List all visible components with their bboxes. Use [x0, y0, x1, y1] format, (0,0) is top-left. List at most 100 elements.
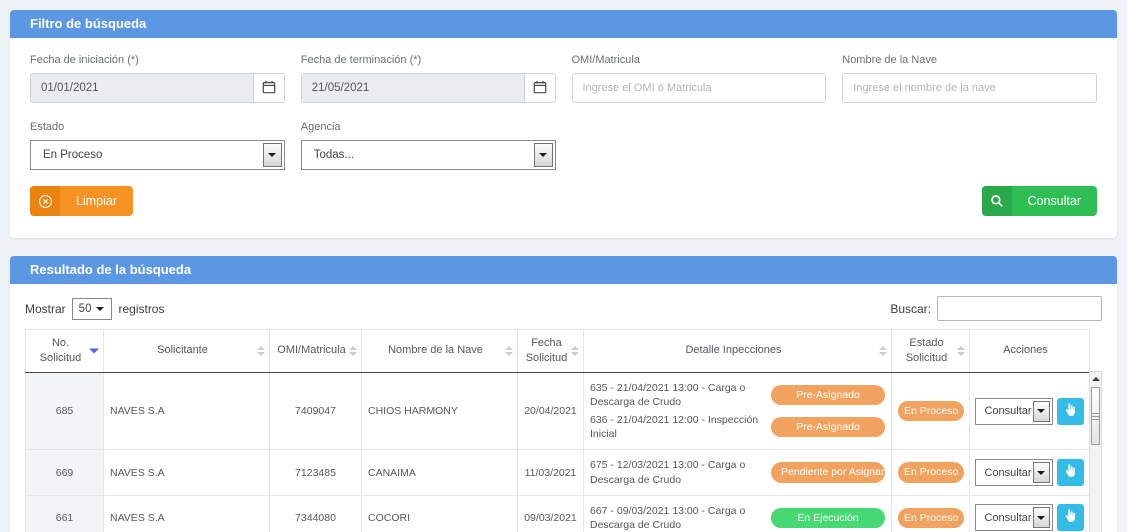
results-title: Resultado de la búsqueda — [30, 262, 192, 277]
cell-acciones: Consultar — [969, 494, 1090, 532]
cell-no-solicitud: 685 — [25, 371, 104, 451]
accion-select[interactable]: Consultar — [975, 504, 1053, 532]
sort-icon — [879, 345, 887, 356]
inspection-status-badge: Pre-Asignado — [771, 416, 885, 438]
fecha-terminacion-calendar-button[interactable] — [524, 73, 556, 103]
search-icon — [981, 186, 1012, 216]
table-search-input[interactable] — [937, 296, 1102, 321]
results-panel-header: Resultado de la búsqueda — [10, 256, 1117, 284]
estado-select[interactable]: En Proceso — [30, 140, 285, 170]
agencia-select-value: Todas... — [313, 149, 355, 161]
accion-select[interactable]: Consultar — [975, 459, 1053, 487]
col-header-solicitante[interactable]: Solicitante — [103, 329, 270, 373]
execute-action-button[interactable] — [1056, 397, 1084, 425]
cell-solicitante: NAVES S.A — [103, 371, 270, 451]
consultar-button-label: Consultar — [1027, 194, 1082, 208]
fecha-terminacion-input[interactable] — [300, 73, 525, 103]
sort-icon — [957, 345, 965, 356]
estado-select-value: En Proceso — [43, 149, 103, 161]
cell-nave: COCORI — [361, 494, 518, 532]
cell-estado: En Proceso — [891, 449, 970, 496]
status-badge: En Proceso — [898, 507, 965, 529]
sort-desc-active-icon — [89, 348, 99, 354]
field-omi-matricula: OMI/Matricula — [571, 54, 827, 103]
table-header-row: No. Solicitud Solicitante OMI/Matricula — [25, 329, 1090, 373]
calendar-icon — [262, 80, 276, 97]
page-length-value: 50 — [78, 302, 92, 315]
consultar-button[interactable]: Consultar — [981, 186, 1097, 216]
results-table-viewport: No. Solicitud Solicitante OMI/Matricula — [25, 329, 1102, 532]
cell-detalle: 667 - 09/03/2021 13:00 - Carga o Descarg… — [583, 494, 892, 532]
cell-acciones: Consultar — [969, 371, 1090, 451]
limpiar-button-label: Limpiar — [76, 194, 117, 208]
cell-acciones: Consultar — [969, 449, 1090, 496]
col-header-estado-solicitud[interactable]: Estado Solicitud — [891, 329, 970, 373]
omi-matricula-input[interactable] — [571, 73, 827, 103]
field-nombre-nave: Nombre de la Nave — [842, 54, 1097, 103]
field-estado: Estado En Proceso — [30, 121, 285, 170]
execute-action-button[interactable] — [1056, 459, 1084, 487]
chevron-down-icon — [90, 301, 109, 317]
limpiar-button[interactable]: Limpiar — [30, 186, 133, 216]
col-header-no-solicitud[interactable]: No. Solicitud — [25, 329, 104, 373]
cell-nave: CHIOS HARMONY — [361, 371, 518, 451]
table-row: 661 NAVES S.A 7344080 COCORI 09/03/2021 … — [25, 494, 1090, 532]
table-controls: Mostrar 50 registros Buscar: — [25, 296, 1102, 321]
filter-title: Filtro de búsqueda — [30, 16, 147, 31]
sort-icon — [349, 345, 357, 356]
cell-estado: En Proceso — [891, 494, 970, 532]
cell-nave: CANAIMA — [361, 449, 518, 496]
table-search-control: Buscar: — [890, 296, 1102, 321]
chevron-down-icon — [1032, 507, 1050, 529]
cell-estado: En Proceso — [891, 371, 970, 451]
execute-action-button[interactable] — [1056, 504, 1084, 532]
table-scrollbar[interactable] — [1089, 371, 1102, 532]
agencia-select[interactable]: Todas... — [300, 140, 556, 170]
cell-fecha: 11/03/2021 — [517, 449, 584, 496]
fecha-iniciacion-input[interactable] — [30, 73, 254, 103]
chevron-down-icon — [262, 143, 282, 167]
cell-detalle: 675 - 12/03/2021 13:00 - Carga o Descarg… — [583, 449, 892, 496]
sort-icon — [257, 345, 265, 356]
col-header-omi-matricula[interactable]: OMI/Matricula — [269, 329, 362, 373]
page-length-select[interactable]: 50 — [71, 297, 113, 320]
cell-omi: 7344080 — [269, 494, 362, 532]
inspection-item: 675 - 12/03/2021 13:00 - Carga o Descarg… — [590, 459, 885, 486]
inspection-item: 635 - 21/04/2021 13:00 - Carga o Descarg… — [590, 379, 885, 411]
filter-row-1: Fecha de iniciación (*) — [30, 54, 1097, 103]
filter-actions: Limpiar Consultar — [30, 186, 1097, 216]
inspection-item: 636 - 21/04/2021 12:00 - Inspección Inic… — [590, 411, 885, 443]
cell-solicitante: NAVES S.A — [103, 494, 270, 532]
col-header-nombre-nave[interactable]: Nombre de la Nave — [361, 329, 518, 373]
hand-pointer-icon — [1062, 463, 1078, 482]
search-label: Buscar: — [890, 301, 931, 316]
nombre-nave-input[interactable] — [842, 73, 1097, 103]
scrollbar-thumb[interactable] — [1091, 387, 1100, 445]
cell-no-solicitud: 661 — [25, 494, 104, 532]
calendar-icon — [533, 80, 547, 97]
scrollbar-up-arrow[interactable] — [1090, 372, 1101, 386]
cell-fecha: 20/04/2021 — [517, 371, 584, 451]
page-length-control: Mostrar 50 registros — [25, 297, 164, 320]
chevron-down-icon — [1032, 400, 1050, 422]
field-agencia: Agencia Todas... — [300, 121, 556, 170]
col-header-detalle-inspecciones[interactable]: Detalle Inpecciones — [583, 329, 892, 373]
sort-icon — [571, 345, 579, 356]
fecha-iniciacion-calendar-button[interactable] — [253, 73, 285, 103]
cell-solicitante: NAVES S.A — [103, 449, 270, 496]
hand-pointer-icon — [1062, 402, 1078, 421]
estado-label: Estado — [30, 121, 65, 133]
cell-omi: 7123485 — [269, 449, 362, 496]
agencia-label: Agencia — [300, 121, 341, 133]
hand-pointer-icon — [1062, 508, 1078, 527]
col-header-fecha-solicitud[interactable]: Fecha Solicitud — [517, 329, 584, 373]
fecha-terminacion-label: Fecha de terminación (*) — [300, 54, 422, 66]
accion-select[interactable]: Consultar — [975, 397, 1053, 425]
fecha-iniciacion-label: Fecha de iniciación (*) — [30, 54, 139, 66]
field-fecha-terminacion: Fecha de terminación (*) — [300, 54, 556, 103]
filter-panel-body: Fecha de iniciación (*) — [10, 38, 1117, 238]
table-row: 685 NAVES S.A 7409047 CHIOS HARMONY 20/0… — [25, 371, 1090, 451]
inspection-status-badge: Pendiente por Asignar — [771, 462, 885, 483]
length-prefix-label: Mostrar — [25, 301, 66, 316]
